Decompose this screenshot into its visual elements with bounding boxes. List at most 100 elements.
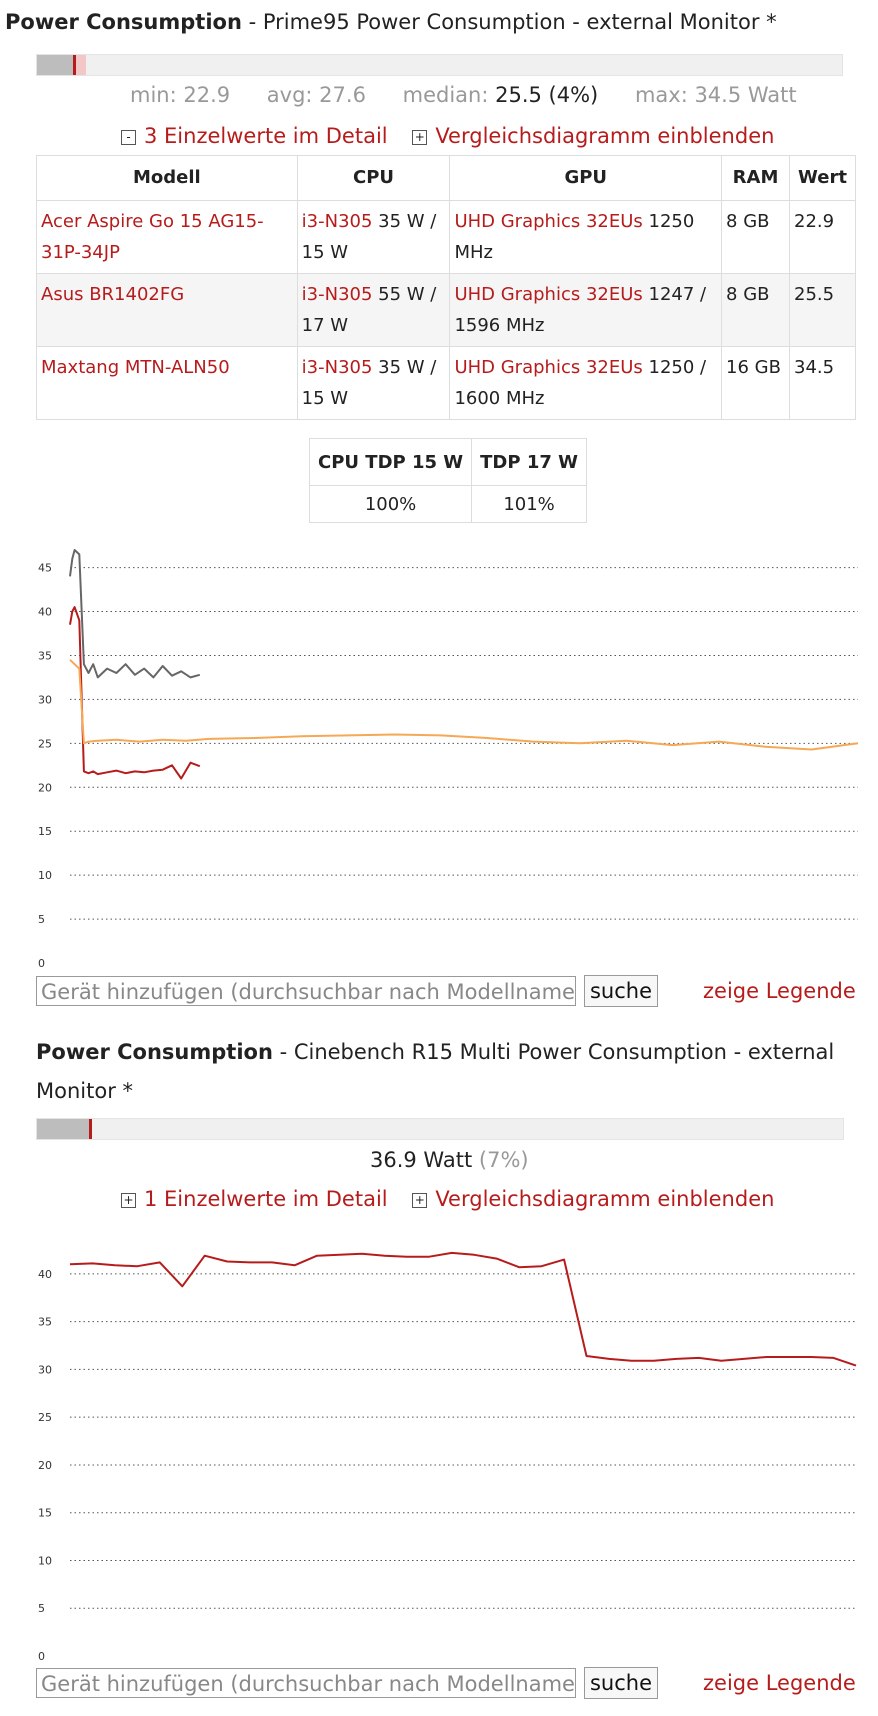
collapse-icon: - — [121, 129, 136, 145]
value-main: 36.9 Watt — [370, 1148, 473, 1172]
table-header-row: Modell CPU GPU RAM Wert — [36, 155, 856, 201]
y-tick-label: 25 — [38, 1411, 52, 1424]
header-model[interactable]: Modell — [36, 155, 298, 201]
tdp-table: CPU TDP 15 W TDP 17 W 100% 101% — [308, 438, 587, 523]
ram-cell: 8 GB — [721, 200, 790, 274]
compare-toggle[interactable]: + Vergleichsdiagramm einblenden — [412, 1187, 774, 1211]
gpu-link[interactable]: UHD Graphics 32EUs — [454, 284, 643, 305]
range-fill — [37, 55, 75, 75]
y-tick-label: 5 — [38, 1602, 45, 1615]
expand-icon: + — [121, 1192, 136, 1208]
tdp-header-17w: TDP 17 W — [471, 438, 587, 486]
compare-toggle[interactable]: + Vergleichsdiagramm einblenden — [412, 124, 774, 148]
cinebench-power-chart: 0 5 10 15 20 25 30 35 40 — [38, 1251, 857, 1662]
y-tick-label: 20 — [38, 781, 52, 794]
expand-icon: + — [412, 129, 428, 145]
section1-stats: min: 22.9 avg: 27.6 median: 25.5 (4%) ma… — [130, 83, 797, 107]
section2-title-line2: Monitor * — [36, 1079, 134, 1103]
section1-title-rest: - Prime95 Power Consumption - external M… — [241, 10, 777, 34]
range-fill — [37, 1119, 89, 1139]
model-link[interactable]: Maxtang MTN-ALN50 — [41, 357, 230, 378]
header-gpu[interactable]: GPU — [449, 155, 723, 201]
tdp-header-15w: CPU TDP 15 W — [308, 438, 473, 486]
header-cpu[interactable]: CPU — [296, 155, 451, 201]
gpu-clock: 1247 / 1596 MHz — [454, 284, 707, 336]
y-tick-label: 15 — [38, 825, 52, 838]
median-marker — [73, 55, 76, 75]
expand-icon: + — [412, 1192, 428, 1208]
detail-toggle[interactable]: -3 Einzelwerte im Detail — [121, 124, 388, 148]
ram-cell: 16 GB — [721, 346, 790, 420]
detail-toggle-label: 1 Einzelwerte im Detail — [144, 1187, 388, 1211]
table-row: Acer Aspire Go 15 AG15-31P-34JP i3-N305 … — [36, 200, 856, 274]
table-row: Asus BR1402FG i3-N305 55 W / 17 W UHD Gr… — [36, 273, 856, 347]
y-tick-label: 40 — [38, 1268, 52, 1281]
value-marker — [89, 1119, 92, 1139]
cpu-link[interactable]: i3-N305 — [301, 284, 373, 305]
value-pct: (7%) — [478, 1148, 529, 1172]
y-tick-label: 35 — [38, 649, 52, 662]
stat-median-label: median: — [402, 83, 489, 107]
y-tick-label: 45 — [38, 562, 52, 575]
cpu-tdp: 55 W / 17 W — [301, 284, 437, 336]
series-line-2 — [69, 659, 859, 751]
stat-max: max: 34.5 Watt — [634, 83, 797, 107]
compare-toggle-label: Vergleichsdiagramm einblenden — [435, 124, 775, 148]
section2-value: 36.9 Watt (7%) — [370, 1148, 529, 1172]
series-line-0 — [69, 1251, 857, 1367]
range-tail — [76, 55, 86, 75]
value-cell: 22.9 — [789, 200, 856, 274]
section1-title-bold: Power Consumption — [5, 10, 242, 34]
show-legend-link[interactable]: zeige Legende — [703, 979, 856, 1003]
gpu-clock: 1250 / 1600 MHz — [454, 357, 707, 409]
y-tick-label: 0 — [38, 957, 45, 970]
y-tick-label: 10 — [38, 1554, 52, 1567]
search-input[interactable]: Gerät hinzufügen (durchsuchbar nach Mode… — [36, 1668, 576, 1698]
section1-toggles: -3 Einzelwerte im Detail + Vergleichsdiag… — [121, 124, 774, 148]
show-legend-link[interactable]: zeige Legende — [703, 1671, 856, 1695]
header-value[interactable]: Wert — [789, 155, 856, 201]
cpu-tdp: 35 W / 15 W — [301, 211, 437, 263]
stat-median-value: 25.5 (4%) — [495, 83, 599, 107]
y-tick-label: 30 — [38, 693, 52, 706]
series-line-1 — [69, 606, 201, 780]
y-tick-label: 15 — [38, 1507, 52, 1520]
gpu-clock: 1250 MHz — [454, 211, 695, 263]
search-button[interactable]: suche — [584, 1667, 658, 1699]
cpu-tdp: 35 W / 15 W — [301, 357, 437, 409]
gpu-link[interactable]: UHD Graphics 32EUs — [454, 211, 643, 232]
y-tick-label: 5 — [38, 913, 45, 926]
y-tick-label: 30 — [38, 1363, 52, 1376]
tdp-value-15w: 100% — [308, 485, 473, 523]
cpu-link[interactable]: i3-N305 — [301, 211, 373, 232]
detail-toggle[interactable]: +1 Einzelwerte im Detail — [121, 1187, 388, 1211]
table-row: Maxtang MTN-ALN50 i3-N305 35 W / 15 W UH… — [36, 346, 856, 420]
compare-toggle-label: Vergleichsdiagramm einblenden — [435, 1187, 775, 1211]
tdp-value-17w: 101% — [471, 485, 587, 523]
search-button[interactable]: suche — [584, 975, 658, 1007]
y-tick-label: 25 — [38, 737, 52, 750]
section2-title-rest: - Cinebench R15 Multi Power Consumption … — [272, 1040, 835, 1064]
value-cell: 25.5 — [789, 273, 856, 347]
value-cell: 34.5 — [789, 346, 856, 420]
section2-range-bar — [36, 1118, 844, 1140]
section2-title-bold: Power Consumption — [36, 1040, 273, 1064]
model-link[interactable]: Asus BR1402FG — [41, 284, 185, 305]
y-tick-label: 40 — [38, 606, 52, 619]
stat-avg: avg: 27.6 — [266, 83, 366, 107]
stat-min: min: 22.9 — [130, 83, 231, 107]
header-ram[interactable]: RAM — [721, 155, 790, 201]
gpu-link[interactable]: UHD Graphics 32EUs — [454, 357, 643, 378]
section1-range-bar — [36, 54, 843, 76]
search-input[interactable]: Gerät hinzufügen (durchsuchbar nach Mode… — [36, 976, 576, 1006]
y-tick-label: 0 — [38, 1650, 45, 1662]
ram-cell: 8 GB — [721, 273, 790, 347]
detail-toggle-label: 3 Einzelwerte im Detail — [144, 124, 388, 148]
cpu-link[interactable]: i3-N305 — [301, 357, 373, 378]
y-tick-label: 20 — [38, 1459, 52, 1472]
section2-toggles: +1 Einzelwerte im Detail + Vergleichsdiag… — [121, 1187, 774, 1211]
section2-title: Power Consumption - Cinebench R15 Multi … — [36, 1033, 856, 1111]
model-link[interactable]: Acer Aspire Go 15 AG15-31P-34JP — [41, 211, 264, 263]
comparison-table: Modell CPU GPU RAM Wert Acer Aspire Go 1… — [36, 155, 856, 420]
section1-title: Power Consumption - Prime95 Power Consum… — [5, 9, 777, 35]
